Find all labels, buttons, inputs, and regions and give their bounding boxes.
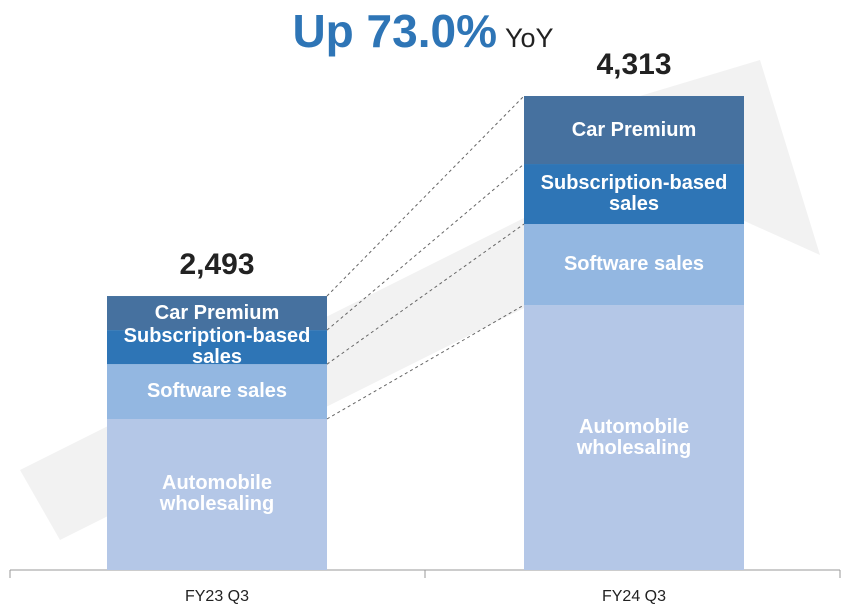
connector	[326, 163, 525, 331]
title: Up 73.0% YoY	[0, 4, 846, 58]
title-suffix: YoY	[504, 23, 554, 53]
segment-label: Software sales	[563, 253, 705, 276]
segment-label: Car Premium	[154, 301, 280, 324]
bar-segment	[524, 96, 744, 165]
connector	[326, 304, 525, 420]
segment-label: Subscription-based sales	[123, 325, 311, 369]
bar-segment	[107, 418, 327, 570]
connector	[326, 95, 525, 297]
bar-segment	[107, 296, 327, 331]
segment-label: Automobile wholesaling	[576, 415, 692, 459]
bar-segment	[107, 364, 327, 419]
segment-label: Automobile wholesaling	[159, 472, 275, 516]
x-tick-label: FY23 Q3	[184, 588, 250, 605]
bar-segment	[107, 330, 327, 365]
segment-label: Subscription-based sales	[540, 172, 728, 216]
connector	[326, 223, 525, 365]
x-tick-label: FY24 Q3	[601, 588, 667, 605]
title-text: Up 73.0%	[292, 5, 497, 57]
bar-segment	[524, 164, 744, 225]
segment-label: Car Premium	[571, 118, 697, 141]
segment-label: Software sales	[146, 380, 288, 403]
total-label: 4,313	[596, 48, 672, 81]
total-label: 2,493	[179, 248, 255, 282]
bar-segment	[524, 224, 744, 306]
bar-segment	[524, 305, 744, 570]
